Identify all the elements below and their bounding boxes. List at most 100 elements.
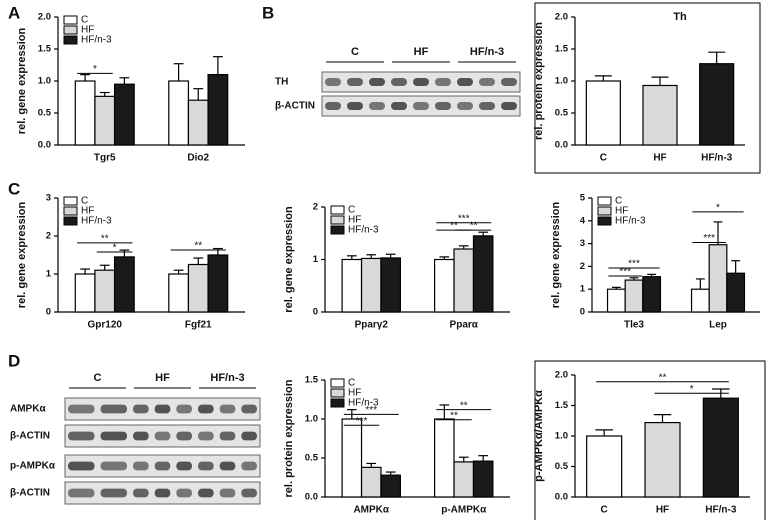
legend-swatch — [63, 35, 78, 45]
legend-swatch — [330, 205, 345, 215]
x-tick-label: Lep — [709, 320, 727, 331]
blot-band — [457, 78, 473, 86]
y-tick-label: 1.5 — [555, 44, 569, 55]
x-tick-label: HF/n-3 — [705, 505, 737, 516]
significance-label: * — [716, 203, 720, 214]
bar — [624, 279, 644, 313]
bar — [472, 460, 494, 498]
bar — [726, 272, 746, 313]
bar — [94, 95, 116, 146]
significance-label: *** — [703, 233, 715, 244]
blot-band — [68, 404, 95, 414]
y-tick-label: 1.5 — [555, 400, 569, 411]
blot-band — [413, 78, 429, 86]
panel-label: A — [8, 3, 20, 22]
legend-label: HF — [348, 215, 361, 226]
bar — [113, 83, 135, 146]
bar — [586, 435, 623, 498]
bar — [168, 273, 190, 313]
legend-label: HF — [348, 388, 361, 399]
x-tick-label: Tle3 — [624, 320, 644, 331]
y-axis-label: rel. protein expression — [283, 379, 295, 497]
blot-band — [479, 78, 495, 86]
y-tick-label: 2.0 — [38, 12, 51, 23]
lane-label: C — [94, 372, 102, 384]
y-axis-label: rel. gene expression — [283, 206, 295, 313]
bar — [606, 288, 626, 313]
x-tick-label: HF — [653, 153, 666, 164]
y-tick-label: 1.5 — [38, 44, 52, 55]
blot-band — [435, 102, 451, 110]
chart-frame — [534, 360, 766, 520]
y-tick-label: 1 — [46, 269, 52, 280]
y-tick-label: 0 — [313, 307, 318, 318]
blot-band — [391, 78, 407, 86]
blot-band — [198, 461, 214, 471]
significance-label: *** — [628, 259, 640, 270]
row-label: AMPKα — [10, 404, 46, 415]
bar — [585, 80, 621, 146]
x-tick-label: Tgr5 — [94, 153, 116, 164]
blot-band — [241, 488, 257, 498]
legend-label: C — [615, 196, 622, 207]
lane-label: C — [351, 46, 359, 58]
x-tick-label: C — [600, 153, 607, 164]
blot-band — [100, 461, 127, 471]
lane-label: HF/n-3 — [210, 372, 244, 384]
y-tick-label: 2.0 — [555, 12, 568, 23]
x-tick-label: p-AMPKα — [441, 505, 487, 516]
legend-swatch — [330, 225, 345, 235]
legend-label: C — [81, 15, 88, 26]
blot-band — [133, 404, 149, 414]
y-axis-label: rel. gene expression — [16, 202, 28, 309]
y-tick-label: 1 — [313, 254, 319, 265]
blot-band — [68, 461, 95, 471]
panel-label: B — [262, 3, 274, 22]
blot-band — [241, 431, 257, 441]
x-tick-label: Pparγ2 — [355, 320, 389, 331]
significance-label: *** — [356, 416, 368, 427]
legend-swatch — [330, 378, 345, 388]
bar — [472, 235, 494, 313]
blot-band — [501, 78, 517, 86]
x-tick-label: Fgf21 — [185, 320, 212, 331]
bar — [380, 257, 401, 313]
blot-band — [479, 102, 495, 110]
legend-label: HF/n-3 — [81, 216, 112, 227]
bar — [187, 263, 209, 313]
significance-label: ** — [470, 221, 478, 232]
row-label: β-ACTIN — [10, 488, 50, 499]
blot-band — [219, 431, 236, 441]
legend-swatch — [63, 216, 78, 226]
bar — [74, 273, 96, 313]
blot-band — [100, 431, 127, 441]
significance-label: * — [93, 64, 97, 75]
x-tick-label: AMPKα — [353, 505, 389, 516]
x-tick-label: Gpr120 — [88, 320, 123, 331]
blot-band — [198, 404, 214, 414]
blot-band — [198, 431, 214, 441]
bar — [360, 466, 382, 498]
y-tick-label: 1.0 — [555, 76, 568, 87]
legend-label: HF/n-3 — [348, 398, 379, 409]
bar — [453, 248, 475, 313]
significance-label: *** — [458, 213, 470, 224]
blot-band — [219, 461, 236, 471]
blot-band — [154, 488, 171, 498]
blot-band — [176, 431, 192, 441]
legend-swatch — [330, 215, 345, 225]
y-tick-label: 5 — [580, 193, 586, 204]
significance-label: ** — [659, 372, 667, 383]
blot-band — [435, 78, 451, 86]
y-axis-label: rel. gene expression — [550, 202, 562, 309]
y-tick-label: 4 — [580, 215, 586, 226]
blot-band — [369, 78, 385, 86]
significance-label: ** — [101, 233, 109, 244]
blot-band — [176, 488, 192, 498]
blot-band — [347, 102, 363, 110]
legend-label: C — [348, 378, 355, 389]
y-tick-label: 3 — [46, 193, 51, 204]
y-tick-label: 1 — [580, 284, 586, 295]
blot-band — [176, 404, 192, 414]
legend-label: HF — [615, 206, 628, 217]
